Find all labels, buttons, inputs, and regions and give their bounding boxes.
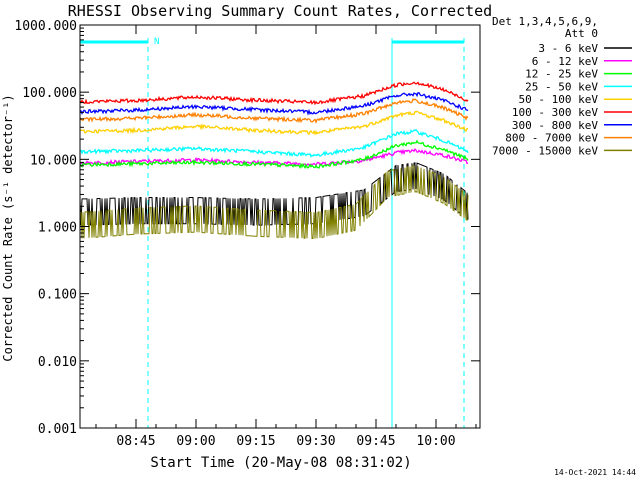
series-line-0 [79,162,469,226]
x-tick-label-3: 09:30 [296,434,335,449]
series-line-6 [79,92,469,116]
timestamp-footer: 14-Oct-2021 14:44 [554,468,636,477]
chart-title: RHESSI Observing Summary Count Rates, Co… [68,2,492,20]
legend-label-7: 800 - 7000 keV [505,132,598,145]
y-tick-label-4: 0.100 [38,288,77,303]
legend-label-2: 12 - 25 keV [525,68,598,81]
plot-area: N 1000.000 100.000 10.000 1.000 0.100 0.010 0.0… [14,19,481,449]
legend-label-8: 7000 - 15000 keV [492,144,598,157]
night-marker: N [154,37,159,47]
x-tick-label-2: 09:15 [236,434,275,449]
legend-header-1: Att 0 [565,27,598,40]
legend-label-6: 300 - 800 keV [512,119,598,132]
y-tick-label-2: 10.000 [30,153,77,168]
x-tick-label-1: 09:00 [176,434,215,449]
series-line-4 [79,110,468,136]
series-line-1 [79,148,469,168]
plot-frame [79,24,481,429]
legend-label-1: 6 - 12 keV [532,55,599,68]
legend-header-0: Det 1,3,4,5,6,9, [492,15,598,28]
legend-label-3: 25 - 50 keV [525,80,598,93]
legend-label-4: 50 - 100 keV [519,93,599,106]
y-tick-label-3: 1.000 [38,221,77,236]
x-axis-label: Start Time (20-May-08 08:31:02) [150,455,411,471]
x-tick-label-5: 10:00 [416,434,455,449]
y-tick-label-0: 1000.000 [14,19,77,34]
y-tick-label-6: 0.001 [38,422,77,437]
legend-label-5: 100 - 300 keV [512,106,598,119]
legend-label-0: 3 - 6 keV [538,42,598,55]
series-line-2 [79,139,469,170]
y-tick-label-1: 100.000 [22,86,77,101]
x-tick-label-0: 08:45 [116,434,155,449]
y-axis-label: Corrected Count Rate (s⁻¹ detector⁻¹) [1,94,15,361]
y-tick-label-5: 0.010 [38,355,77,370]
series-line-3 [79,128,469,158]
series-line-8 [79,165,469,239]
series-line-5 [79,81,469,106]
series-line-7 [79,98,469,124]
x-tick-label-4: 09:45 [356,434,395,449]
